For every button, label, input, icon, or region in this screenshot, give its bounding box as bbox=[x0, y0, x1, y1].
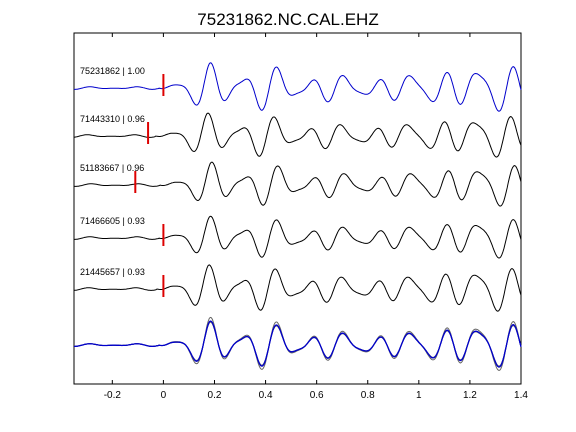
trace-label: 21445657 | 0.93 bbox=[80, 267, 145, 277]
trace-line bbox=[73, 161, 522, 207]
x-axis: -0.2 0 0.2 0.4 0.6 0.8 1 1.2 1.4 bbox=[104, 33, 528, 401]
plot-frame bbox=[73, 32, 522, 385]
trace-line bbox=[74, 215, 522, 259]
stack-layer bbox=[74, 316, 522, 371]
trace-line bbox=[73, 264, 522, 312]
x-tick-label: 1.4 bbox=[514, 390, 528, 401]
trace-label: 51183667 | 0.96 bbox=[80, 163, 144, 173]
x-tick-label: 0 bbox=[161, 390, 167, 401]
stack-trace-line bbox=[74, 320, 522, 368]
x-tick-label: 0.6 bbox=[310, 390, 324, 401]
x-tick-label: 1 bbox=[416, 390, 422, 401]
x-tick-label: 1.2 bbox=[463, 390, 477, 401]
x-tick-label: 0.4 bbox=[259, 390, 273, 401]
traces-layer: 75231862 | 1.00 71443310 | 0.96 51183667 |… bbox=[73, 62, 522, 312]
trace-label: 71466605 | 0.93 bbox=[80, 216, 145, 226]
trace-label: 75231862 | 1.00 bbox=[80, 66, 145, 76]
x-tick-label: 0.8 bbox=[361, 390, 375, 401]
chart-title: 75231862.NC.CAL.EHZ bbox=[197, 10, 378, 29]
trace-label: 71443310 | 0.96 bbox=[80, 114, 145, 124]
x-tick-label: -0.2 bbox=[104, 390, 122, 401]
trace-line bbox=[74, 62, 522, 112]
x-tick-label: 0.2 bbox=[208, 390, 222, 401]
